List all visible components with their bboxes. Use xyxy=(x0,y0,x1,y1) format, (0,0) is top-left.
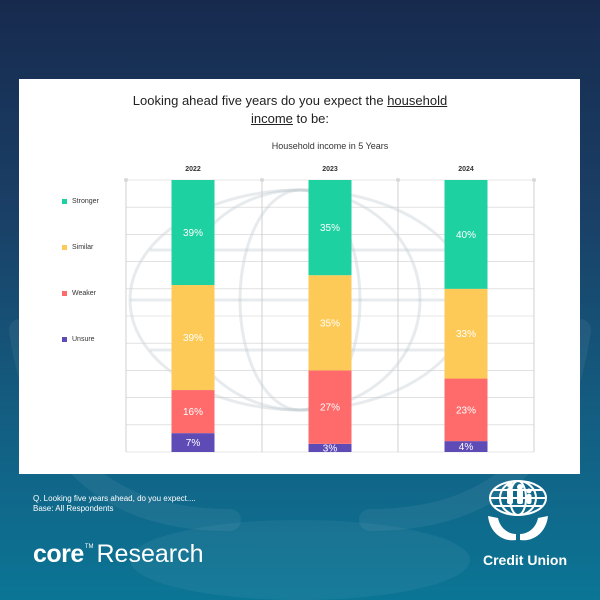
footnote-question: Q. Looking five years ahead, do you expe… xyxy=(33,494,196,503)
footnote: Q. Looking five years ahead, do you expe… xyxy=(33,494,293,514)
bar-similar-2024 xyxy=(444,288,488,379)
legend-label: Stronger xyxy=(72,197,99,205)
core-logo-word: core xyxy=(33,540,84,568)
credit-union-emblem-icon xyxy=(488,480,548,541)
bar-stronger-2022 xyxy=(171,180,215,286)
legend-swatch xyxy=(62,336,67,342)
bar-stronger-2023 xyxy=(308,180,352,276)
data-label-similar-2023: 35% xyxy=(320,318,340,329)
core-research-logo: core TM Research xyxy=(33,540,203,569)
x-tick-label: 2022 xyxy=(185,166,201,173)
data-label-stronger-2022: 39% xyxy=(183,228,203,239)
legend-swatch xyxy=(62,198,67,204)
legend-swatch xyxy=(62,290,67,296)
bar-weaker-2024 xyxy=(444,378,488,442)
divider-marker xyxy=(532,178,536,182)
bar-unsure-2024 xyxy=(444,441,488,452)
credit-union-name: Credit Union xyxy=(483,552,567,568)
bar-similar-2022 xyxy=(171,285,215,391)
data-label-stronger-2024: 40% xyxy=(456,230,476,241)
legend-item-unsure: Unsure xyxy=(62,333,95,345)
data-label-weaker-2022: 16% xyxy=(183,407,203,418)
question-title-after: to be: xyxy=(292,111,330,126)
question-title-before: Looking ahead five years do you expect t… xyxy=(132,93,388,108)
bar-unsure-2022 xyxy=(171,433,215,452)
x-tick-label: 2023 xyxy=(322,166,338,173)
bar-weaker-2023 xyxy=(308,370,352,444)
data-label-weaker-2023: 27% xyxy=(320,403,340,414)
core-logo-trademark: TM xyxy=(84,544,94,550)
legend-label: Similar xyxy=(72,243,94,251)
bar-similar-2023 xyxy=(308,275,352,371)
data-label-unsure-2022: 7% xyxy=(186,438,201,449)
bar-unsure-2023 xyxy=(308,443,352,452)
legend-item-weaker: Weaker xyxy=(62,287,96,299)
data-label-similar-2024: 33% xyxy=(456,329,476,340)
chart-bars: 7% 16% 39% 39% 3% 27% 35% 35% 4% 23% 33% 40% xyxy=(171,180,488,454)
divider-marker xyxy=(396,178,400,182)
legend-item-similar: Similar xyxy=(62,241,93,253)
question-title: Looking ahead five years do you expect t… xyxy=(100,92,480,128)
legend-item-stronger: Stronger xyxy=(62,195,99,207)
data-label-unsure-2024: 4% xyxy=(459,442,474,453)
divider-marker xyxy=(260,178,264,182)
question-title-underlined-income: income xyxy=(250,111,293,126)
data-label-similar-2022: 39% xyxy=(183,333,203,344)
question-title-underlined-household: household xyxy=(387,93,448,108)
x-tick-label: 2024 xyxy=(458,166,474,173)
bar-weaker-2022 xyxy=(171,390,215,434)
credit-union-watermark xyxy=(128,188,472,412)
core-logo-research: Research xyxy=(96,540,204,568)
data-label-unsure-2023: 3% xyxy=(323,443,338,454)
divider-marker xyxy=(124,178,128,182)
data-label-stronger-2023: 35% xyxy=(320,223,340,234)
legend-label: Unsure xyxy=(72,335,95,343)
bar-stronger-2024 xyxy=(444,180,488,289)
chart-x-labels: 2022 2023 2024 xyxy=(185,166,474,173)
legend-swatch xyxy=(62,244,67,250)
chart-title: Household income in 5 Years xyxy=(271,141,389,151)
legend-label: Weaker xyxy=(72,289,96,297)
footnote-base: Base: All Respondents xyxy=(33,504,114,513)
data-label-weaker-2024: 23% xyxy=(456,405,476,416)
chart-legend: Stronger Similar Weaker Unsure xyxy=(62,191,142,351)
